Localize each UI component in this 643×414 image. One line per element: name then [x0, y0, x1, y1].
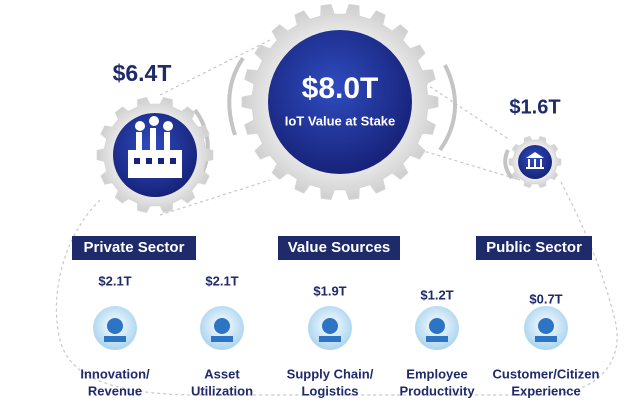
hub-value: $8.0T [302, 72, 379, 105]
item-label: Revenue [88, 383, 142, 398]
item-label: Employee [406, 366, 467, 381]
item-value: $1.2T [420, 287, 453, 302]
item-value: $1.9T [313, 283, 346, 298]
item-icon-base [211, 336, 233, 342]
item-icon-glyph [322, 318, 338, 334]
private-box [72, 236, 196, 260]
item-icon-glyph [538, 318, 554, 334]
public-box [476, 236, 592, 260]
item-label: Productivity [399, 383, 475, 398]
dashed-outline [55, 39, 618, 396]
sources-box [278, 236, 400, 260]
item-label: Utilization [191, 383, 253, 398]
item-icon-base [535, 336, 557, 342]
item-value: $2.1T [98, 273, 131, 288]
item-icon-glyph [214, 318, 230, 334]
item-icon-base [104, 336, 126, 342]
sources-label: Value Sources [288, 239, 391, 256]
item-icon-base [426, 336, 448, 342]
item-label: Asset [204, 366, 240, 381]
item-value: $2.1T [205, 273, 238, 288]
value-items: $2.1T Innovation/Revenue $2.1T Asset Utiliza… [80, 273, 599, 398]
item-label: Supply Chain/ [287, 366, 374, 381]
government-icon [526, 152, 544, 169]
item-icon-glyph [429, 318, 445, 334]
private-label: Private Sector [84, 239, 185, 256]
public-value: $1.6T [509, 96, 560, 118]
item-icon-glyph [107, 318, 123, 334]
item-label: Logistics [301, 383, 358, 398]
item-label: Innovation/ [80, 366, 150, 381]
item-value: $0.7T [529, 291, 562, 306]
private-value: $6.4T [113, 60, 172, 86]
public-label: Public Sector [486, 239, 582, 256]
item-icon-base [319, 336, 341, 342]
item-label: Customer/Citizen [493, 366, 600, 381]
hub-label: IoT Value at Stake [285, 113, 396, 128]
hub-circle [268, 30, 412, 174]
item-label: Experience [511, 383, 580, 398]
factory-icon [128, 116, 182, 178]
